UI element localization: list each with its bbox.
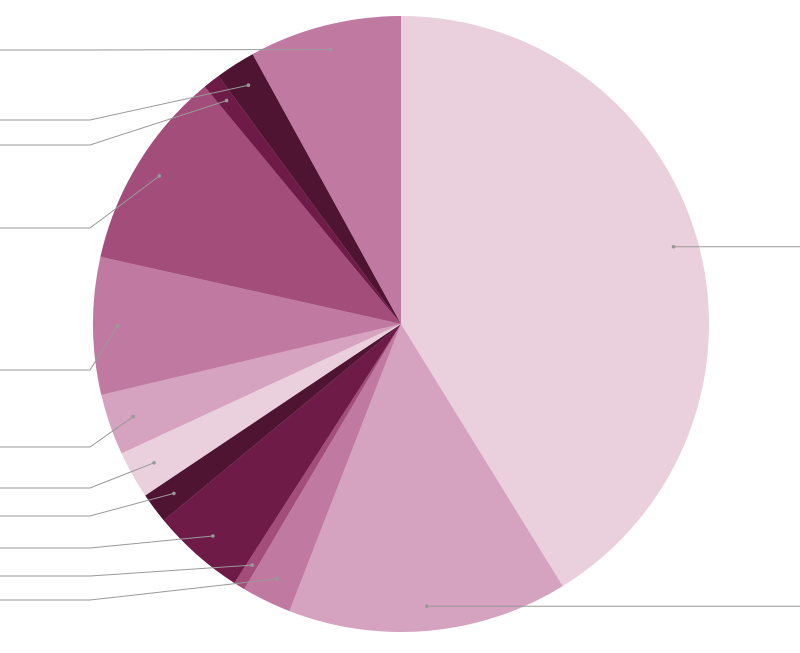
pie-slice-11 [204, 75, 401, 324]
pie-slice-12 [218, 54, 401, 324]
pie-slice-2 [289, 324, 563, 633]
leader-dot-4 [250, 563, 254, 567]
pie-slice-7 [121, 324, 402, 496]
leader-dot-5 [211, 534, 215, 538]
leader-line-3 [0, 578, 278, 601]
leader-line-12 [0, 84, 249, 121]
leader-line-8 [0, 416, 134, 448]
leader-line-13 [0, 49, 331, 51]
pie-slice-13 [252, 16, 401, 324]
pie-slice-4 [234, 324, 401, 590]
leader-dot-2 [425, 604, 429, 608]
leader-dot-3 [275, 577, 279, 581]
pie-slice-3 [244, 324, 401, 612]
pie-slice-8 [101, 324, 401, 454]
leader-line-5 [0, 535, 213, 549]
pie-slice-10 [100, 86, 402, 325]
leader-dot-12 [246, 83, 251, 87]
leader-dot-11 [224, 98, 229, 103]
leader-dot-1 [671, 244, 676, 249]
pie-slice-1 [401, 16, 710, 587]
leader-line-9 [0, 325, 119, 371]
leader-line-4 [0, 564, 253, 577]
leader-dot-7 [152, 461, 156, 465]
leader-dot-6 [172, 491, 176, 496]
leader-line-7 [0, 462, 155, 489]
leader-dot-13 [328, 47, 333, 52]
pie-slice-6 [145, 324, 401, 521]
leader-dot-8 [131, 414, 135, 419]
leader-dot-9 [115, 324, 120, 328]
leader-line-11 [0, 100, 227, 146]
leader-dot-10 [157, 174, 162, 178]
pie-slice-9 [93, 256, 402, 395]
leader-line-6 [0, 492, 175, 517]
slices-layer [93, 16, 710, 633]
pie-slice-5 [163, 324, 401, 584]
leader-line-10 [0, 175, 160, 229]
leader-lines-layer [0, 47, 800, 608]
